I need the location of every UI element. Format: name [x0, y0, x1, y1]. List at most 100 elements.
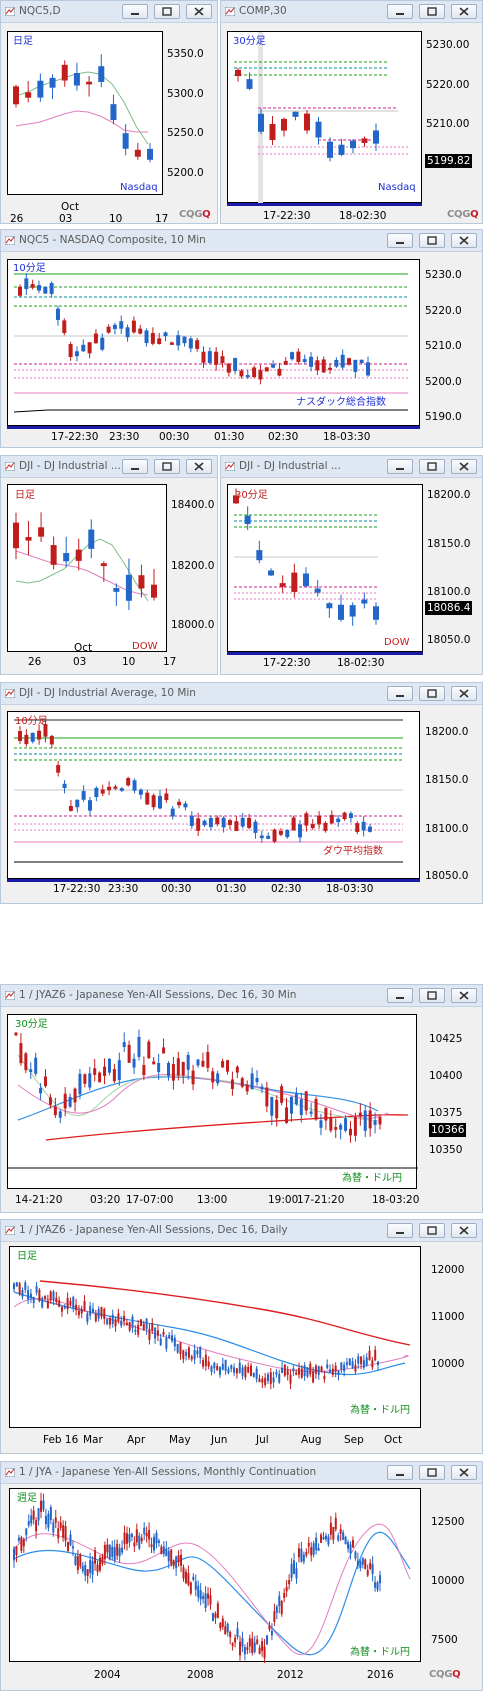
maximize-button[interactable]	[419, 4, 445, 19]
candle-body	[21, 1290, 24, 1297]
price-chart-area[interactable]: 日足 為替・ドル円	[9, 1246, 421, 1428]
candle-body	[214, 351, 219, 365]
title-bar[interactable]: DJI - DJ Industrial Average, 10 Min	[1, 683, 482, 705]
candle-body	[151, 795, 156, 808]
candle-body	[128, 1322, 131, 1331]
chart-window-jyaz6-30min[interactable]: 1 / JYAZ6 - Japanese Yen-All Sessions, D…	[0, 984, 483, 1213]
close-button[interactable]	[186, 4, 212, 19]
candle-body	[73, 73, 80, 86]
title-bar[interactable]: DJI - DJ Industrial ...	[1, 456, 217, 478]
candle-body	[297, 1548, 300, 1558]
candle-body	[142, 1064, 146, 1076]
candle-body	[338, 144, 345, 155]
candle-body	[131, 320, 136, 333]
price-chart-area[interactable]: 日足 DOW	[7, 484, 167, 652]
title-bar[interactable]: 1 / JYA - Japanese Yen-All Sessions, Mon…	[1, 1462, 482, 1484]
maximize-button[interactable]	[419, 686, 445, 701]
maximize-icon	[162, 462, 172, 471]
candle-body	[13, 522, 19, 549]
close-button[interactable]	[186, 459, 212, 474]
title-bar[interactable]: 1 / JYAZ6 - Japanese Yen-All Sessions, D…	[1, 985, 482, 1007]
title-bar[interactable]: 1 / JYAZ6 - Japanese Yen-All Sessions, D…	[1, 1220, 482, 1242]
candle-body	[52, 1522, 55, 1533]
y-tick: 10425	[429, 1033, 463, 1045]
candle-body	[128, 1534, 131, 1543]
candle-body	[233, 495, 239, 504]
maximize-button[interactable]	[419, 459, 445, 474]
close-button[interactable]	[451, 233, 477, 248]
close-button[interactable]	[451, 686, 477, 701]
candle-body	[258, 370, 263, 380]
minimize-button[interactable]	[122, 4, 148, 19]
minimize-button[interactable]	[387, 988, 413, 1003]
minimize-button[interactable]	[387, 1223, 413, 1238]
candle-body	[259, 835, 264, 839]
candle-body	[278, 1595, 281, 1607]
maximize-button[interactable]	[154, 4, 180, 19]
price-chart-area[interactable]: 週足 為替・ドル円	[9, 1488, 421, 1663]
candle-body	[326, 603, 333, 609]
chart-window-dji-10min[interactable]: DJI - DJ Industrial Average, 10 Min	[0, 682, 483, 904]
minimize-button[interactable]	[387, 459, 413, 474]
maximize-button[interactable]	[419, 233, 445, 248]
candle-body	[42, 1500, 45, 1510]
candle-body	[67, 1541, 70, 1551]
candle-body	[312, 1543, 315, 1555]
window-title: DJI - DJ Industrial Average, 10 Min	[19, 687, 196, 699]
close-icon	[194, 7, 204, 16]
price-chart-area[interactable]: 30分足 為替・ドル円	[7, 1014, 418, 1189]
title-bar[interactable]: NQC5 - NASDAQ Composite, 10 Min	[1, 230, 482, 252]
candle-body	[379, 1575, 381, 1584]
candle-body	[300, 1368, 303, 1378]
chart-window-nqc5-10min[interactable]: NQC5 - NASDAQ Composite, 10 Min	[0, 229, 483, 448]
candle-body	[147, 1041, 151, 1059]
chart-window-jyaz6-daily[interactable]: 1 / JYAZ6 - Japanese Yen-All Sessions, D…	[0, 1219, 483, 1454]
candle-body	[49, 1507, 52, 1521]
window-title: DJI - DJ Industrial ...	[19, 460, 121, 472]
x-tick: 18-03:20	[372, 1194, 420, 1206]
chart-window-dji-30min[interactable]: DJI - DJ Industrial ... 30分足 DOW 1820	[220, 455, 483, 675]
chart-window-dji-daily[interactable]: DJI - DJ Industrial ... 日足 DOW 18400.0 1…	[0, 455, 218, 675]
maximize-button[interactable]	[419, 988, 445, 1003]
chart-window-nqc5-daily[interactable]: NQC5,D 日足 Nasdaq 5350.0 5300.0 5250.0 52…	[0, 0, 218, 224]
minimize-icon	[396, 1474, 404, 1476]
candle-body	[373, 606, 379, 620]
candle-body	[151, 584, 157, 598]
maximize-button[interactable]	[419, 1465, 445, 1480]
candle-body	[312, 1371, 315, 1383]
candle-body	[54, 1517, 57, 1523]
price-chart-area[interactable]: 30分足 DOW	[227, 484, 423, 652]
session-bar	[7, 426, 420, 429]
price-chart-area[interactable]: 日足 Nasdaq	[7, 31, 163, 195]
minimize-button[interactable]	[387, 686, 413, 701]
price-chart-area[interactable]: 30分足 Nasdaq	[227, 31, 422, 204]
last-price-box: 5199.82	[425, 154, 473, 168]
title-bar[interactable]: DJI - DJ Industrial ...	[221, 456, 482, 478]
candle-body	[83, 1074, 87, 1084]
chart-window-icon	[5, 462, 15, 471]
close-button[interactable]	[451, 1465, 477, 1480]
close-button[interactable]	[451, 988, 477, 1003]
price-chart-area[interactable]: 10分足 ダウ平均指数	[7, 711, 420, 879]
maximize-button[interactable]	[154, 459, 180, 474]
title-bar[interactable]: COMP,30	[221, 1, 482, 23]
y-tick: 18200.0	[171, 560, 215, 572]
minimize-button[interactable]	[387, 1465, 413, 1480]
chart-window-jya-monthly[interactable]: 1 / JYA - Japanese Yen-All Sessions, Mon…	[0, 1461, 483, 1691]
candle-body	[64, 1526, 67, 1541]
close-button[interactable]	[451, 459, 477, 474]
close-button[interactable]	[451, 4, 477, 19]
close-button[interactable]	[451, 1223, 477, 1238]
candle-body	[229, 1632, 232, 1638]
chart-window-comp-30min[interactable]: COMP,30 30分足 Nasdaq	[220, 0, 483, 224]
maximize-button[interactable]	[419, 1223, 445, 1238]
candle-body	[204, 1354, 207, 1366]
minimize-button[interactable]	[387, 4, 413, 19]
price-chart-area[interactable]: 10分足 ナスダック総合指数	[7, 259, 420, 426]
title-bar[interactable]: NQC5,D	[1, 1, 217, 23]
candle-body	[56, 765, 61, 773]
candle-body	[142, 1323, 145, 1331]
candle-body	[25, 92, 32, 98]
minimize-button[interactable]	[122, 459, 148, 474]
minimize-button[interactable]	[387, 233, 413, 248]
